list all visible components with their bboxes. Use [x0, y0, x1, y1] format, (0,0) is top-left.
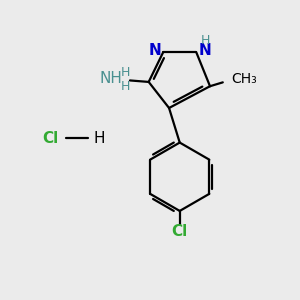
Text: H: H [121, 80, 130, 94]
Text: N: N [198, 43, 211, 58]
Text: H: H [200, 34, 210, 47]
Text: Cl: Cl [172, 224, 188, 238]
Text: H: H [94, 130, 105, 146]
Text: N: N [148, 43, 161, 58]
Text: Cl: Cl [42, 130, 58, 146]
Text: CH₃: CH₃ [231, 72, 256, 86]
Text: NH: NH [99, 71, 122, 86]
Text: H: H [121, 66, 130, 79]
